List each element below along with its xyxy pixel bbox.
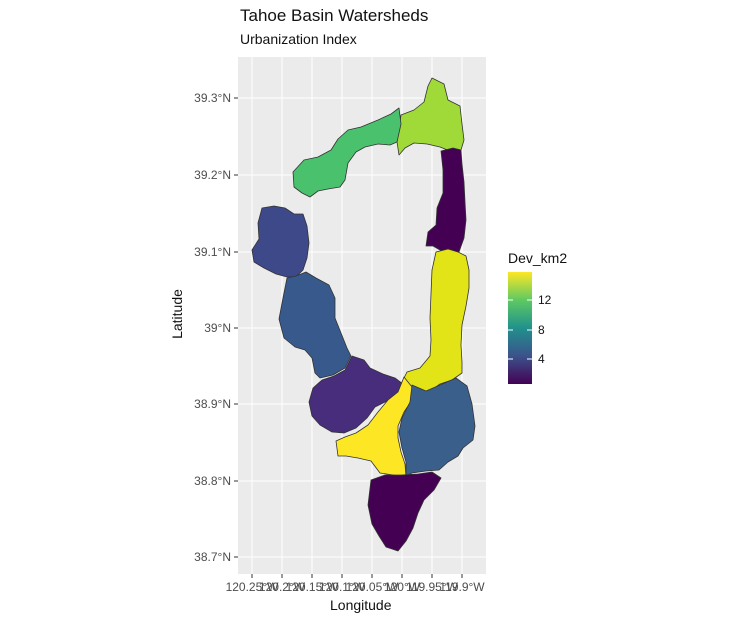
chart-subtitle: Urbanization Index	[240, 31, 357, 47]
y-tick-label: 39.2°N	[194, 168, 231, 182]
x-tick-label: 120.05°W	[346, 580, 400, 594]
y-tick-label: 38.9°N	[194, 397, 231, 411]
x-tick-label: 120.25°W	[226, 580, 280, 594]
watershed-south-tip-darkpurple	[367, 471, 442, 552]
chart-title: Tahoe Basin Watersheds	[240, 6, 429, 25]
y-tick-label: 39.3°N	[194, 91, 231, 105]
x-tick-label: 120°W	[384, 580, 421, 594]
x-tick-label: 119.95°W	[406, 580, 459, 594]
x-axis-label: Longitude	[330, 597, 392, 613]
y-tick-labels: 39.3°N 39.2°N 39.1°N 39°N 38.9°N 38.8°N …	[194, 91, 231, 564]
watershed-southwest-blue	[278, 271, 352, 379]
watershed-south-purple	[308, 355, 404, 434]
legend-label: 4	[538, 352, 545, 366]
x-tick-label: 119.9°W	[439, 580, 485, 594]
watershed-west-navy	[251, 205, 310, 278]
legend-label: 12	[538, 293, 552, 307]
x-tick-label: 120.1°W	[319, 580, 366, 594]
axis-ticks	[234, 97, 463, 578]
watersheds	[251, 77, 476, 552]
watershed-southeast-steelblue	[398, 377, 476, 477]
legend-title: Dev_km2	[508, 250, 568, 266]
y-tick-label: 39°N	[204, 321, 231, 335]
legend-label: 8	[538, 323, 545, 337]
watershed-north-green	[292, 107, 402, 198]
legend-ticks	[508, 299, 532, 360]
watershed-northeast-yellowgreen	[396, 77, 465, 156]
y-tick-label: 38.8°N	[194, 474, 231, 488]
watershed-south-bright-yellow	[335, 376, 413, 478]
x-tick-label: 120.15°W	[286, 580, 340, 594]
x-tick-label: 120.2°W	[259, 580, 306, 594]
y-tick-label: 39.1°N	[194, 245, 231, 259]
x-tick-labels: 120.25°W 120.2°W 120.15°W 120.1°W 120.05…	[226, 580, 486, 594]
y-tick-label: 38.7°N	[194, 550, 231, 564]
legend-colorbar	[508, 272, 532, 384]
legend-labels: 12 8 4	[538, 293, 552, 366]
